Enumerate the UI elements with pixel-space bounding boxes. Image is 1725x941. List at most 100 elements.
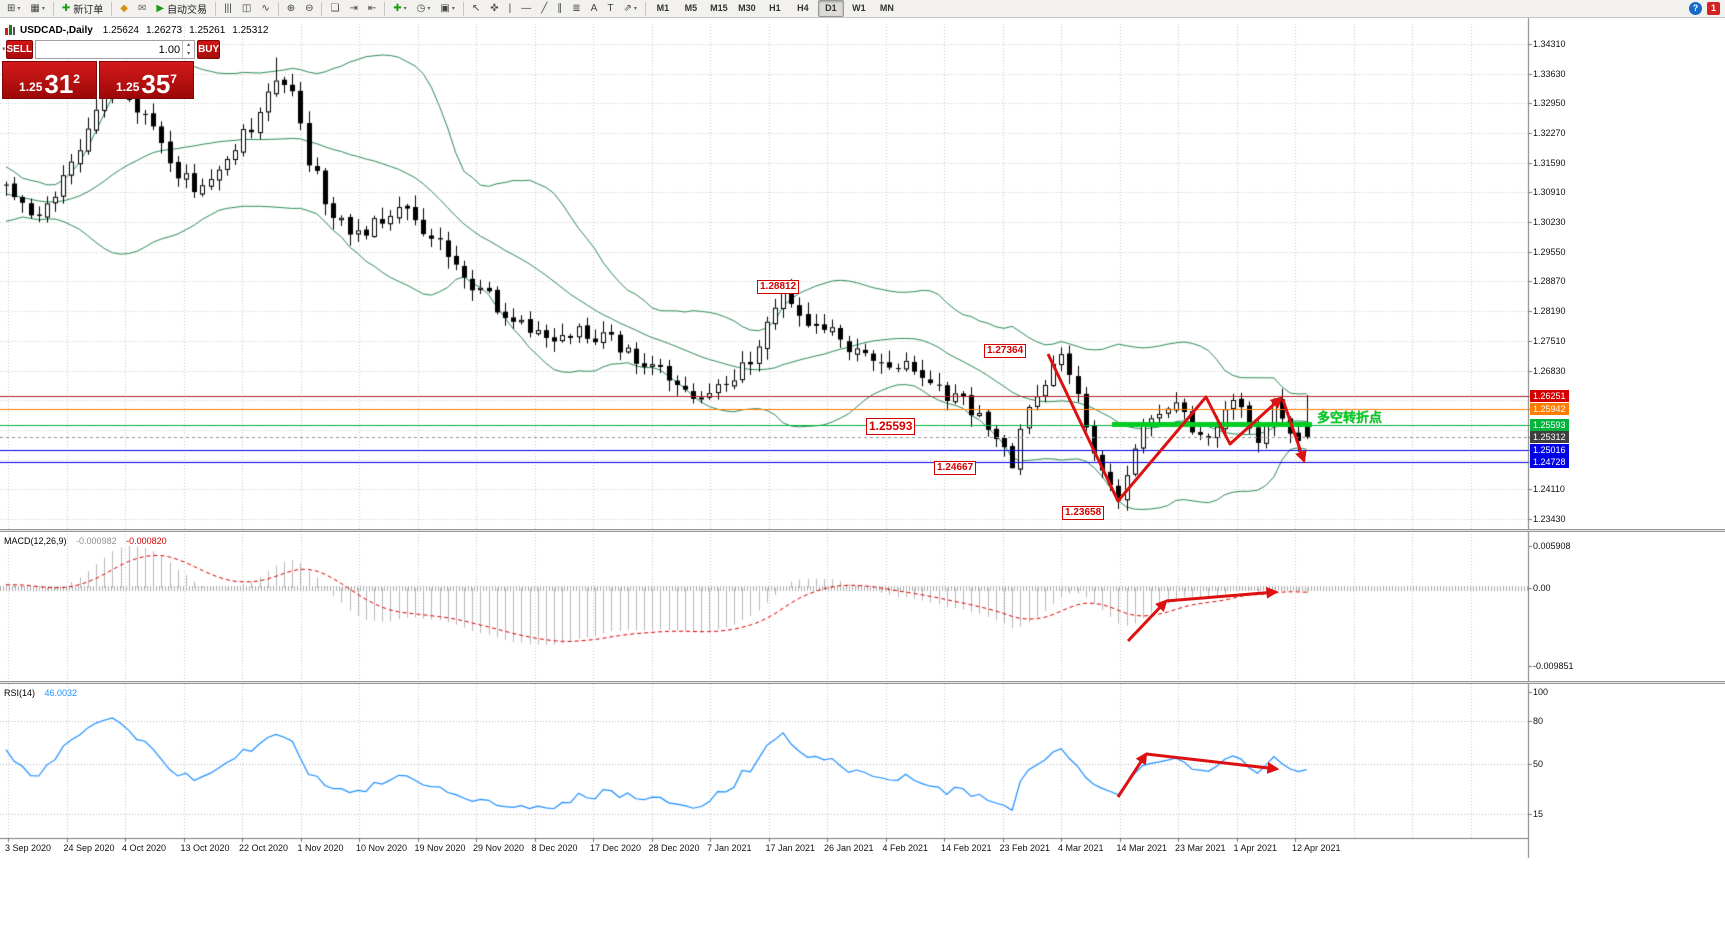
- timeframe-h1-button[interactable]: H1: [769, 3, 781, 13]
- mql5-community-icon-icon: ◆: [120, 2, 128, 14]
- zoom-in-button[interactable]: ⊕: [283, 0, 299, 18]
- timeframe-d1-button[interactable]: D1: [817, 0, 844, 17]
- timeframe-h4-button[interactable]: H4: [797, 3, 809, 13]
- vertical-line-button[interactable]: |: [505, 0, 516, 18]
- time-axis-label: 14 Mar 2021: [1116, 843, 1168, 853]
- time-axis-label: 3 Sep 2020: [5, 843, 52, 853]
- price-annotation[interactable]: 1.25593: [866, 418, 916, 435]
- macd-main-value: -0.000982: [76, 536, 117, 546]
- metaeditor-icon[interactable]: ✉: [134, 0, 150, 18]
- horizontal-line-button[interactable]: ―: [517, 0, 535, 18]
- crosshair-button[interactable]: ✜: [486, 0, 502, 18]
- price-tag: 1.25593: [1530, 418, 1569, 431]
- chart-shift-icon: ⇤: [367, 2, 377, 14]
- time-axis-label: 23 Mar 2021: [1175, 843, 1226, 853]
- timeframe-m1-button[interactable]: M1: [656, 3, 670, 13]
- fibonacci-button[interactable]: ≣: [568, 0, 584, 18]
- volume-increase-button[interactable]: ▴: [187, 42, 191, 48]
- volume-decrease-button[interactable]: ▾: [187, 50, 191, 57]
- indicators-button[interactable]: ✚ ▾: [389, 0, 410, 18]
- time-axis-label: 4 Oct 2020: [122, 843, 167, 853]
- buy-price-pip: 7: [170, 72, 177, 86]
- mql5-community-icon[interactable]: ◆: [116, 0, 132, 18]
- sell-price-display[interactable]: 1.25 31 2: [2, 61, 97, 99]
- help-icon[interactable]: ?: [1689, 2, 1702, 15]
- price-tag: 1.25016: [1530, 443, 1569, 456]
- price-tag: 1.25312: [1530, 430, 1569, 443]
- panel-splitter[interactable]: [0, 681, 1725, 684]
- line-chart-button[interactable]: ∿: [257, 0, 273, 18]
- price-annotation[interactable]: 1.28812: [757, 280, 800, 294]
- sell-button[interactable]: SELL: [5, 40, 34, 59]
- autotrading-icon: ▶: [156, 2, 165, 14]
- price-axis-label: 1.34310: [1533, 39, 1566, 49]
- trendline-icon: ╱: [541, 2, 548, 14]
- text-label-button[interactable]: T: [603, 0, 617, 18]
- horizontal-line-icon: ―: [521, 2, 532, 14]
- bar-chart-button[interactable]: |||: [220, 0, 236, 18]
- time-axis-label: 29 Nov 2020: [473, 843, 525, 853]
- chart-shift-button[interactable]: ⇤: [364, 0, 380, 18]
- candlestick-chart-button[interactable]: ◫: [238, 0, 255, 18]
- rsi-axis-label: 100: [1533, 687, 1549, 697]
- timeframe-m5-button[interactable]: M5: [684, 3, 698, 13]
- cursor-icon: ↖: [471, 2, 481, 14]
- timeframe-m15-button[interactable]: M15: [710, 3, 728, 13]
- cursor-button[interactable]: ↖: [468, 0, 484, 18]
- one-click-collapse-button[interactable]: ▾: [2, 46, 6, 53]
- rsi-axis-label: 50: [1533, 759, 1544, 769]
- rsi-axis-label: 80: [1533, 715, 1544, 726]
- new-chart-button[interactable]: ⊞ ▾: [3, 0, 24, 18]
- panel-splitter[interactable]: [0, 529, 1725, 532]
- chevron-down-icon[interactable]: ▾: [633, 6, 637, 12]
- tile-windows-button[interactable]: ❏: [326, 0, 343, 18]
- timeframe-m30-button[interactable]: M30: [738, 3, 756, 13]
- timeframe-w1-button[interactable]: W1: [852, 3, 866, 13]
- zoom-in-icon: ⊕: [286, 2, 296, 14]
- pivot-point-label[interactable]: 多空转折点: [1317, 410, 1383, 425]
- metaeditor-icon-icon: ✉: [137, 2, 147, 14]
- trendline-button[interactable]: ╱: [537, 0, 551, 18]
- templates-button[interactable]: ▣ ▾: [436, 0, 458, 18]
- zoom-out-button[interactable]: ⊖: [301, 0, 317, 18]
- buy-price-display[interactable]: 1.25 35 7: [99, 61, 194, 99]
- chevron-down-icon[interactable]: ▾: [451, 6, 455, 12]
- new-order-button[interactable]: ✚ 新订单: [58, 0, 107, 18]
- crosshair-icon: ✜: [490, 2, 499, 14]
- volume-control: ▴ ▾: [35, 40, 196, 59]
- time-axis-label: 24 Sep 2020: [63, 843, 115, 853]
- candlestick-chart-icon: ◫: [241, 2, 252, 14]
- autotrading-button[interactable]: ▶ 自动交易: [152, 0, 211, 18]
- volume-input[interactable]: [36, 41, 183, 58]
- price-annotation[interactable]: 1.27364: [984, 344, 1027, 358]
- time-axis-label: 7 Jan 2021: [707, 843, 752, 853]
- chevron-down-icon[interactable]: ▾: [427, 6, 431, 12]
- new-order-icon: ✚: [61, 2, 71, 14]
- time-axis-label: 8 Dec 2020: [531, 843, 578, 853]
- price-tag: 1.25942: [1530, 403, 1569, 416]
- timeframe-mn-button[interactable]: MN: [879, 3, 894, 13]
- arrows-button[interactable]: ⇗ ▾: [619, 0, 640, 18]
- text-button[interactable]: A: [587, 0, 602, 18]
- price-annotation[interactable]: 1.23658: [1062, 506, 1105, 520]
- equidistant-channel-button[interactable]: ∥: [553, 0, 566, 18]
- notifications-icon[interactable]: 1: [1707, 2, 1720, 15]
- price-tag: 1.24728: [1530, 456, 1569, 469]
- periods-button[interactable]: ◷ ▾: [413, 0, 435, 18]
- toolbar-separator: [52, 1, 54, 16]
- chevron-down-icon[interactable]: ▾: [17, 6, 21, 12]
- chevron-down-icon[interactable]: ▾: [41, 6, 45, 12]
- chevron-down-icon[interactable]: ▾: [403, 6, 407, 12]
- equidistant-channel-icon: ∥: [557, 2, 563, 14]
- price-axis-label: 1.32950: [1533, 98, 1566, 109]
- price-annotation[interactable]: 1.24667: [934, 461, 977, 475]
- chart-symbol-period: USDCAD-,Daily: [20, 24, 93, 36]
- buy-button[interactable]: BUY: [197, 40, 221, 59]
- buy-price-big: 35: [141, 69, 171, 99]
- auto-scroll-button[interactable]: ⇥: [345, 0, 361, 18]
- price-axis-label: 1.30230: [1533, 217, 1566, 228]
- bar-chart-icon: |||: [224, 2, 232, 14]
- profiles-button[interactable]: ▦ ▾: [26, 0, 48, 18]
- price-tag: 1.26251: [1530, 389, 1569, 402]
